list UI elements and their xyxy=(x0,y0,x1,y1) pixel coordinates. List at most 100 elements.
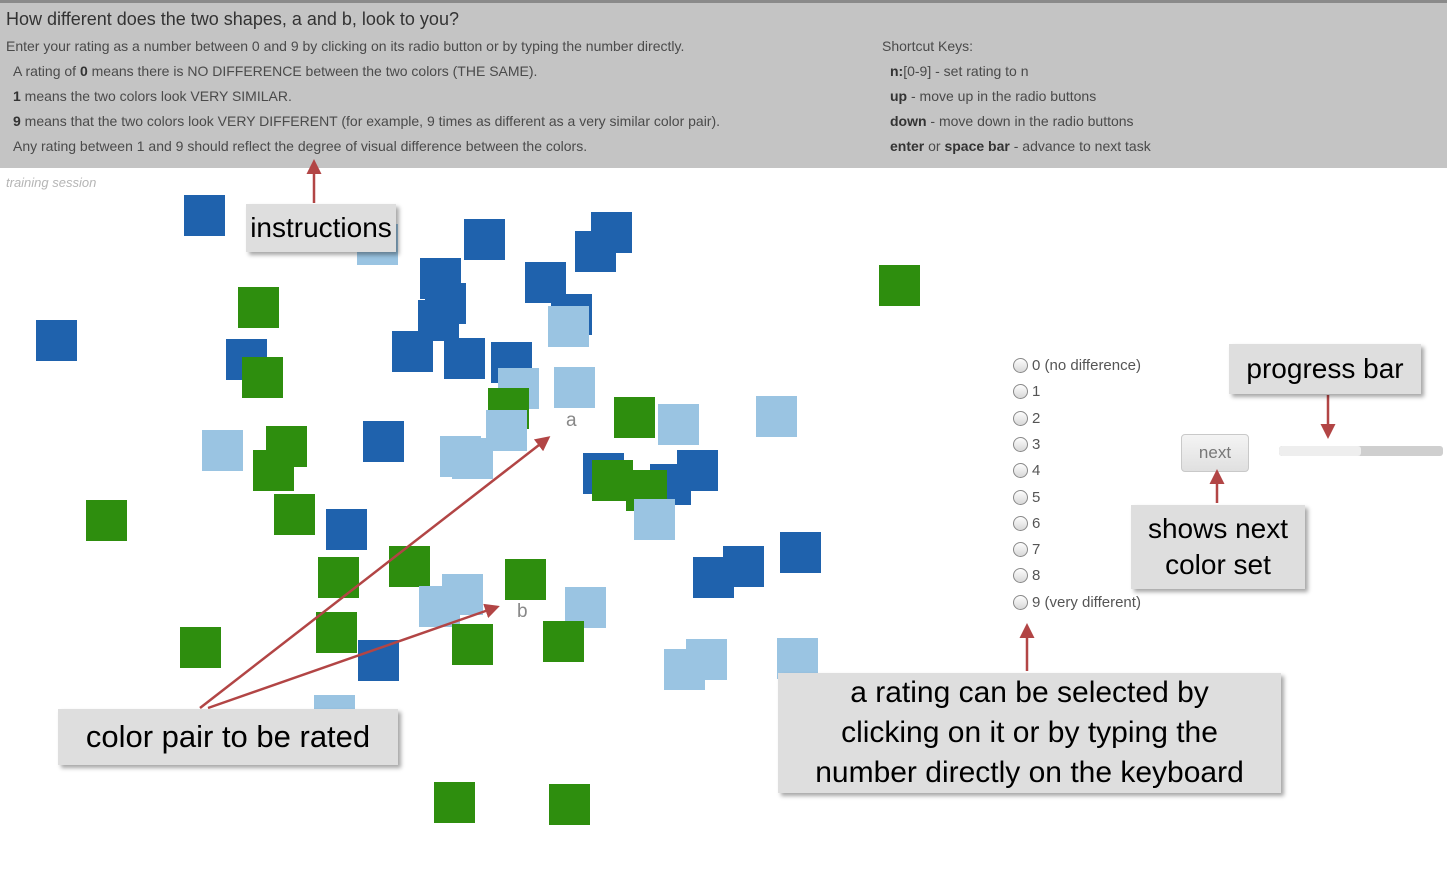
color-square-dark-blue xyxy=(184,195,225,236)
radio-button[interactable] xyxy=(1013,568,1028,584)
radio-button[interactable] xyxy=(1013,542,1028,558)
radio-button[interactable] xyxy=(1013,358,1028,373)
color-square-dark-blue xyxy=(591,212,632,253)
rating-option-2[interactable]: 2 xyxy=(1013,410,1040,427)
color-square-light-blue xyxy=(202,430,243,471)
color-square-green xyxy=(452,624,493,665)
rating-option-8[interactable]: 8 xyxy=(1013,567,1040,584)
radio-button[interactable] xyxy=(1013,594,1028,610)
rating-option-label: 0 (no difference) xyxy=(1032,357,1141,374)
shape-label-b: b xyxy=(517,601,528,622)
radio-button[interactable] xyxy=(1013,489,1028,505)
shortcut-down: down - move down in the radio buttons xyxy=(890,113,1134,129)
color-square-dark-blue xyxy=(326,509,367,550)
color-square-light-blue xyxy=(452,438,493,479)
color-square-dark-blue xyxy=(650,464,691,505)
radio-button[interactable] xyxy=(1013,463,1028,479)
rating-option-9[interactable]: 9 (very different) xyxy=(1013,594,1141,611)
radio-button[interactable] xyxy=(1013,515,1028,531)
color-square-light-blue xyxy=(634,499,675,540)
progress-fill xyxy=(1279,446,1361,456)
color-square-dark-blue xyxy=(420,258,461,299)
shortcut-title: Shortcut Keys: xyxy=(882,38,974,54)
color-square-light-blue xyxy=(658,404,699,445)
color-square-green xyxy=(626,470,667,511)
color-square-green xyxy=(316,612,357,653)
color-square-green xyxy=(274,494,315,535)
rating-option-label: 3 xyxy=(1032,435,1041,453)
rating-option-label: 8 xyxy=(1032,567,1041,585)
color-square-green xyxy=(86,500,127,541)
callout-rating: a rating can be selected by clicking on i… xyxy=(778,673,1281,793)
rating-option-7[interactable]: 7 xyxy=(1013,541,1040,558)
color-square-green xyxy=(488,388,529,429)
pair-arrow-b xyxy=(207,603,500,710)
radio-button[interactable] xyxy=(1013,436,1028,452)
rating-option-label: 5 xyxy=(1032,488,1041,506)
color-square-green xyxy=(549,784,590,825)
color-square-dark-blue xyxy=(392,331,433,372)
callout-next-button: shows next color set xyxy=(1131,505,1305,589)
rating-option-label: 4 xyxy=(1032,462,1041,480)
color-square-light-blue xyxy=(442,574,483,615)
intro-text: Enter your rating as a number between 0 … xyxy=(6,38,685,54)
color-square-light-blue xyxy=(686,639,727,680)
color-square-green xyxy=(879,265,920,306)
color-square-light-blue xyxy=(548,306,589,347)
color-square-dark-blue xyxy=(551,294,592,335)
color-square-light-blue xyxy=(664,649,705,690)
color-square-green xyxy=(242,357,283,398)
shape-label-a: a xyxy=(566,410,577,431)
color-square-dark-blue xyxy=(358,640,399,681)
color-square-dark-blue xyxy=(780,532,821,573)
progress-bar xyxy=(1279,446,1443,456)
rating-option-0[interactable]: 0 (no difference) xyxy=(1013,357,1141,374)
color-square-light-blue xyxy=(440,436,481,477)
rating-option-label: 6 xyxy=(1032,514,1041,532)
rating-option-label: 7 xyxy=(1032,541,1041,559)
color-square-green xyxy=(389,546,430,587)
color-square-dark-blue xyxy=(525,262,566,303)
color-square-dark-blue xyxy=(36,320,77,361)
color-square-light-blue xyxy=(756,396,797,437)
rating-option-3[interactable]: 3 xyxy=(1013,436,1040,453)
next-button[interactable]: next xyxy=(1181,434,1249,472)
callout-instructions: instructions xyxy=(246,204,396,252)
rating-option-4[interactable]: 4 xyxy=(1013,462,1040,479)
radio-button[interactable] xyxy=(1013,384,1028,400)
instructions-panel: How different does the two shapes, a and… xyxy=(0,0,1447,168)
color-square-dark-blue xyxy=(464,219,505,260)
rule-any: Any rating between 1 and 9 should reflec… xyxy=(13,138,588,154)
color-square-dark-blue xyxy=(693,557,734,598)
color-square-light-blue xyxy=(565,587,606,628)
color-square-dark-blue xyxy=(444,338,485,379)
color-square-green xyxy=(238,287,279,328)
callout-color-pair: color pair to be rated xyxy=(58,709,398,765)
color-square-green xyxy=(614,397,655,438)
color-square-light-blue xyxy=(486,410,527,451)
color-square-dark-blue xyxy=(491,342,532,383)
rating-option-1[interactable]: 1 xyxy=(1013,383,1040,400)
rating-option-6[interactable]: 6 xyxy=(1013,515,1040,532)
color-square-dark-blue xyxy=(418,300,459,341)
rule-one: 1 means the two colors look VERY SIMILAR… xyxy=(13,88,292,104)
color-square-green xyxy=(180,627,221,668)
color-square-dark-blue xyxy=(226,339,267,380)
color-square-light-blue xyxy=(554,367,595,408)
rating-option-label: 2 xyxy=(1032,409,1041,427)
shortcut-up: up - move up in the radio buttons xyxy=(890,88,1097,104)
session-label: training session xyxy=(6,175,97,190)
color-square-dark-blue xyxy=(723,546,764,587)
color-square-dark-blue xyxy=(583,453,624,494)
color-square-dark-blue xyxy=(677,450,718,491)
color-square-green xyxy=(253,450,294,491)
pair-arrow-a xyxy=(199,436,551,709)
color-square-green xyxy=(266,426,307,467)
rule-zero: A rating of 0 means there is NO DIFFEREN… xyxy=(13,63,538,79)
color-square-light-blue xyxy=(498,368,539,409)
rating-option-5[interactable]: 5 xyxy=(1013,489,1040,506)
color-square-dark-blue xyxy=(575,231,616,272)
color-square-light-blue xyxy=(419,586,460,627)
color-square-dark-blue xyxy=(363,421,404,462)
radio-button[interactable] xyxy=(1013,410,1028,426)
